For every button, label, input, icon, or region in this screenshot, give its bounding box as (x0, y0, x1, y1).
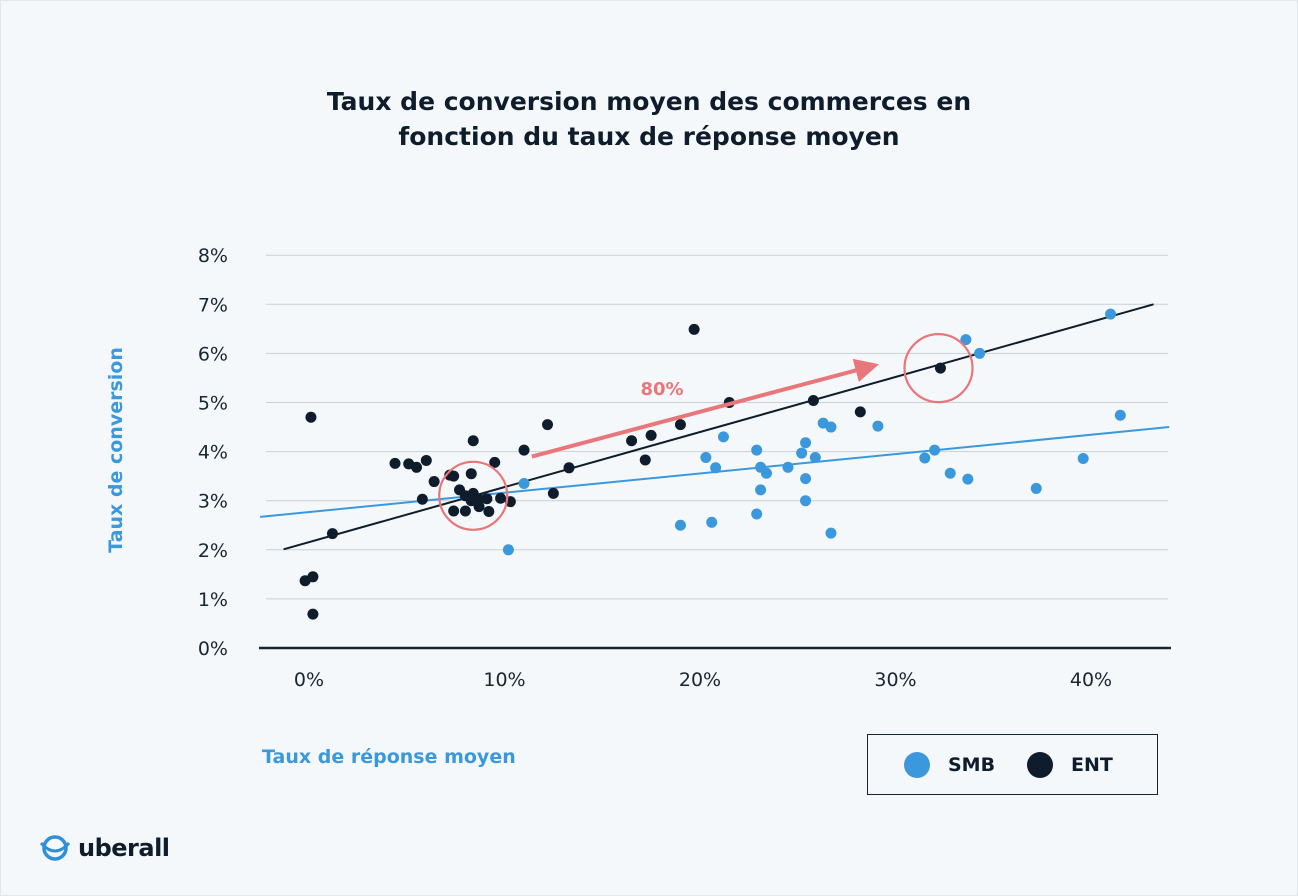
data-point-smb (825, 527, 837, 539)
data-point-smb (674, 519, 686, 531)
data-point-ent (307, 608, 319, 620)
data-point-ent (481, 493, 493, 505)
data-point-smb (962, 473, 974, 485)
data-point-smb (1030, 482, 1042, 494)
globe-icon (39, 835, 71, 861)
data-point-ent (420, 454, 432, 466)
x-tick-label: 20% (679, 669, 721, 691)
data-point-smb (782, 461, 794, 473)
logo-text: uberall (78, 834, 170, 862)
data-point-ent (467, 435, 479, 447)
data-point-smb (1114, 409, 1126, 421)
x-tick-label: 30% (874, 669, 916, 691)
data-point-smb (960, 334, 972, 346)
arrow-label: 80% (640, 379, 683, 400)
legend-label-ent: ENT (1071, 754, 1113, 776)
data-point-ent (489, 456, 501, 468)
data-point-smb (717, 431, 729, 443)
data-point-ent (563, 462, 575, 474)
data-point-ent (428, 476, 440, 488)
y-tick-label: 3% (198, 491, 228, 513)
highlight-circle (438, 460, 509, 531)
legend: SMB ENT (867, 734, 1158, 795)
data-point-smb (1077, 452, 1089, 464)
data-point-ent (626, 435, 638, 447)
data-point-smb (700, 451, 712, 463)
data-point-ent (639, 454, 651, 466)
y-axis-label: Taux de conversion (105, 347, 127, 553)
data-point-ent (542, 419, 554, 431)
data-point-smb (919, 452, 931, 464)
data-point-ent (645, 429, 657, 441)
chart-title: Taux de conversion moyen des commerces e… (0, 84, 1298, 154)
data-point-smb (706, 516, 718, 528)
data-point-smb (1105, 308, 1117, 320)
brand-logo: uberall (38, 833, 170, 863)
legend-label-smb: SMB (948, 754, 996, 776)
data-point-smb (974, 347, 986, 359)
data-point-smb (944, 467, 956, 479)
data-point-ent (465, 468, 477, 480)
data-point-ent (934, 362, 946, 374)
data-point-ent (807, 395, 819, 407)
data-point-smb (502, 544, 514, 556)
data-point-ent (547, 487, 559, 499)
data-point-ent (674, 419, 686, 431)
highlight-circle (903, 333, 974, 404)
data-point-ent (448, 470, 460, 482)
data-point-ent (495, 492, 507, 504)
data-point-ent (305, 411, 317, 423)
data-point-ent (473, 501, 485, 513)
data-point-ent (448, 505, 460, 517)
y-tick-label: 0% (198, 638, 228, 660)
data-point-smb (825, 421, 837, 433)
data-point-smb (751, 508, 763, 520)
data-point-ent (326, 528, 338, 540)
data-point-ent (411, 461, 423, 473)
y-tick-label: 6% (198, 343, 228, 365)
data-point-smb (755, 484, 767, 496)
data-point-smb (800, 495, 812, 507)
data-point-ent (459, 505, 471, 517)
y-tick-label: 1% (198, 589, 228, 611)
x-axis-label: Taux de réponse moyen (262, 746, 516, 768)
data-point-smb (809, 451, 821, 463)
trend-arrow (531, 358, 879, 459)
data-point-ent (854, 406, 866, 418)
data-point-ent (518, 444, 530, 456)
x-tick-label: 40% (1070, 669, 1112, 691)
data-point-smb (872, 420, 884, 432)
legend-item-ent: ENT (1027, 752, 1113, 778)
data-point-smb (800, 437, 812, 449)
legend-item-smb: SMB (904, 752, 995, 778)
data-point-smb (518, 478, 530, 490)
y-tick-label: 2% (198, 540, 228, 562)
legend-swatch-ent (1027, 752, 1053, 778)
data-point-ent (688, 323, 700, 335)
data-point-ent (389, 457, 401, 469)
data-point-smb (760, 467, 772, 479)
legend-swatch-smb (904, 752, 930, 778)
data-point-smb (751, 444, 763, 456)
x-tick-label: 0% (294, 669, 324, 691)
data-point-ent (416, 493, 428, 505)
y-tick-label: 5% (198, 393, 228, 415)
y-tick-label: 8% (198, 245, 228, 267)
y-tick-label: 7% (198, 294, 228, 316)
data-point-smb (710, 462, 722, 474)
y-tick-label: 4% (198, 442, 228, 464)
data-point-ent (483, 506, 495, 518)
trendline-ent (283, 303, 1154, 551)
data-point-smb (796, 447, 808, 459)
data-point-smb (800, 473, 812, 485)
chart-title-line-2: fonction du taux de réponse moyen (398, 122, 900, 151)
data-point-ent (307, 571, 319, 583)
x-tick-label: 10% (483, 669, 525, 691)
chart-title-line-1: Taux de conversion moyen des commerces e… (326, 87, 972, 116)
data-point-smb (929, 444, 941, 456)
